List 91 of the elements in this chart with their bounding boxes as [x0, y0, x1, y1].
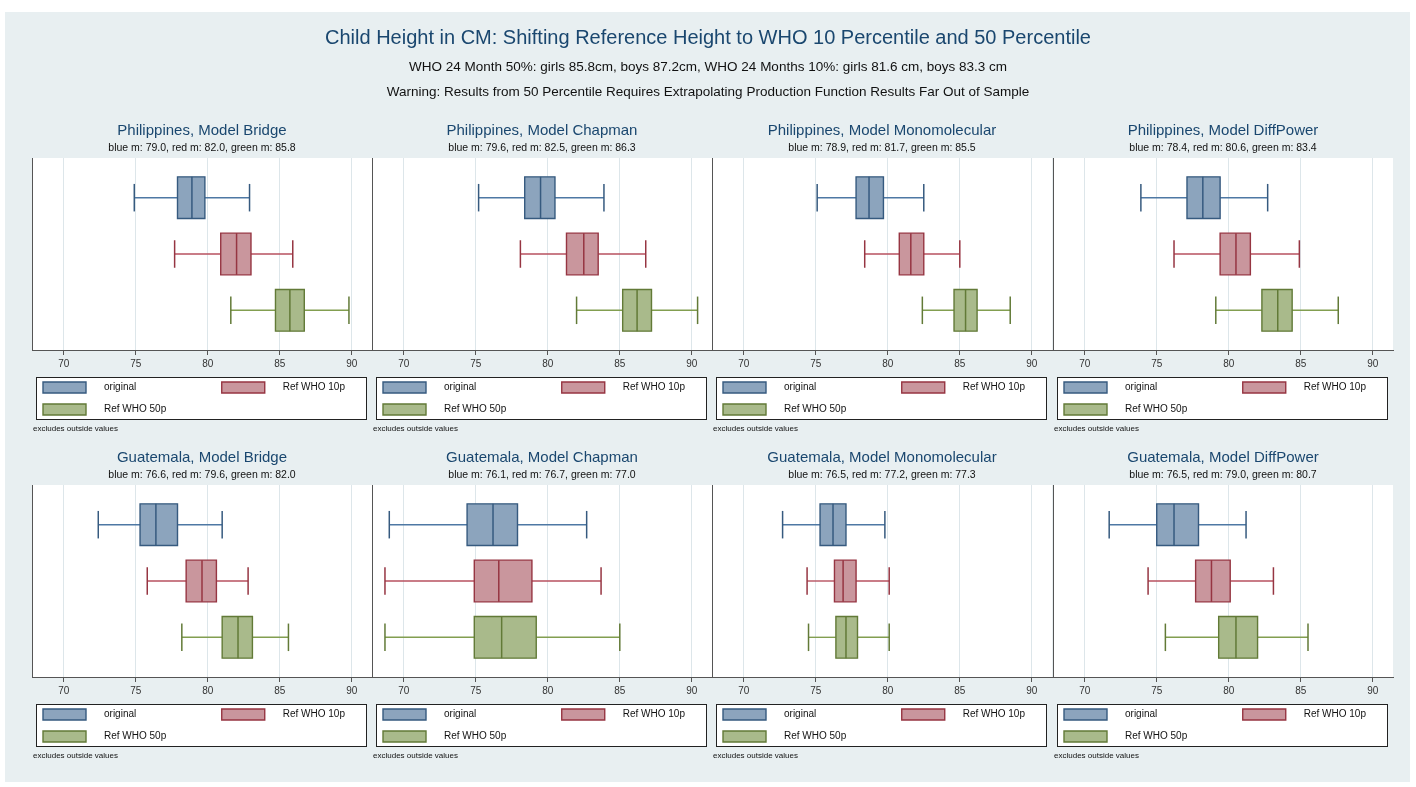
legend-label: original [444, 708, 477, 720]
legend-label: Ref WHO 10p [282, 708, 346, 720]
legend-label: original [1125, 381, 1158, 393]
x-tick-label: 85 [954, 684, 966, 696]
x-tick-label: 85 [1295, 357, 1307, 369]
x-tick-label: 75 [1151, 357, 1163, 369]
legend-label: Ref WHO 50p [444, 730, 507, 742]
text: excludes outside values [713, 424, 798, 434]
x-tick-label: 80 [882, 684, 894, 696]
x-tick-label: 90 [686, 357, 698, 369]
x-tick-label: 85 [274, 684, 286, 696]
x-tick-label: 90 [1367, 357, 1379, 369]
chart-title: Philippines, Model DiffPower [1126, 120, 1320, 140]
chart-subtitle: blue m: 76.6, red m: 79.6, green m: 82.0 [107, 468, 297, 481]
legend-label: Ref WHO 10p [1303, 381, 1367, 393]
legend-label: Ref WHO 10p [962, 708, 1026, 720]
x-tick-label: 90 [686, 684, 698, 696]
x-tick-label: 85 [614, 684, 626, 696]
legend-label: Ref WHO 10p [962, 381, 1026, 393]
x-tick-label: 70 [398, 357, 410, 369]
x-tick-label: 70 [738, 357, 750, 369]
x-tick-label: 90 [1026, 684, 1038, 696]
x-tick-label: 75 [1151, 684, 1163, 696]
x-tick-label: 80 [542, 684, 554, 696]
x-tick-label: 75 [130, 357, 142, 369]
x-tick-label: 80 [542, 357, 554, 369]
chart-subtitle: blue m: 79.0, red m: 82.0, green m: 85.8 [107, 141, 297, 154]
chart-title: Guatemala, Model Monomolecular [766, 447, 998, 467]
legend-label: Ref WHO 50p [784, 730, 847, 742]
legend-label: Ref WHO 50p [1125, 403, 1188, 415]
legend-label: original [784, 381, 817, 393]
x-tick-label: 70 [58, 684, 70, 696]
text: excludes outside values [1054, 751, 1139, 761]
legend-label: original [1125, 708, 1158, 720]
chart-subtitle: blue m: 78.4, red m: 80.6, green m: 83.4 [1128, 141, 1318, 154]
x-tick-label: 80 [1223, 357, 1235, 369]
legend-label: Ref WHO 10p [1303, 708, 1367, 720]
legend-label: original [104, 381, 137, 393]
x-tick-label: 85 [274, 357, 286, 369]
chart-title: Guatemala, Model DiffPower [1126, 447, 1320, 467]
legend-label: Ref WHO 10p [622, 381, 686, 393]
x-tick-label: 90 [346, 684, 358, 696]
chart-subtitle: blue m: 76.5, red m: 79.0, green m: 80.7 [1128, 468, 1318, 481]
x-tick-label: 85 [1295, 684, 1307, 696]
x-tick-label: 80 [202, 357, 214, 369]
chart-subtitle: blue m: 76.1, red m: 76.7, green m: 77.0 [447, 468, 637, 481]
text: excludes outside values [713, 751, 798, 761]
text: Warning: Results from 50 Percentile Requires Extrapolating Production Function Results Far Out of Sample [385, 83, 1031, 100]
x-tick-label: 70 [1079, 357, 1091, 369]
x-tick-label: 90 [1026, 357, 1038, 369]
legend-label: Ref WHO 10p [282, 381, 346, 393]
chart-title: Philippines, Model Bridge [116, 120, 288, 140]
legend-label: original [784, 708, 817, 720]
x-tick-label: 80 [882, 357, 894, 369]
x-tick-label: 70 [58, 357, 70, 369]
text: Child Height in CM: Shifting Reference Height to WHO 10 Percentile and 50 Percentile [324, 25, 1092, 50]
x-tick-label: 90 [1367, 684, 1379, 696]
chart-title: Philippines, Model Chapman [445, 120, 639, 140]
x-tick-label: 75 [810, 357, 822, 369]
chart-subtitle: blue m: 76.5, red m: 77.2, green m: 77.3 [787, 468, 977, 481]
chart-title: Philippines, Model Monomolecular [766, 120, 998, 140]
text: WHO 24 Month 50%: girls 85.8cm, boys 87.2cm, WHO 24 Months 10%: girls 81.6 cm, boys 83.3 cm [408, 58, 1008, 75]
legend-label: Ref WHO 10p [622, 708, 686, 720]
legend-label: Ref WHO 50p [104, 730, 167, 742]
text: excludes outside values [373, 751, 458, 761]
legend-label: Ref WHO 50p [1125, 730, 1188, 742]
legend-label: original [444, 381, 477, 393]
legend-label: Ref WHO 50p [784, 403, 847, 415]
x-tick-label: 80 [202, 684, 214, 696]
chart-subtitle: blue m: 78.9, red m: 81.7, green m: 85.5 [787, 141, 977, 154]
chart-title: Guatemala, Model Bridge [115, 447, 289, 467]
x-tick-label: 90 [346, 357, 358, 369]
text: excludes outside values [33, 424, 118, 434]
x-tick-label: 80 [1223, 684, 1235, 696]
x-tick-label: 85 [954, 357, 966, 369]
x-tick-label: 75 [470, 357, 482, 369]
text: excludes outside values [33, 751, 118, 761]
x-tick-label: 70 [398, 684, 410, 696]
x-tick-label: 75 [470, 684, 482, 696]
text: excludes outside values [373, 424, 458, 434]
x-tick-label: 75 [810, 684, 822, 696]
legend-label: original [104, 708, 137, 720]
legend-label: Ref WHO 50p [104, 403, 167, 415]
x-tick-label: 70 [738, 684, 750, 696]
text: excludes outside values [1054, 424, 1139, 434]
x-tick-label: 75 [130, 684, 142, 696]
legend-label: Ref WHO 50p [444, 403, 507, 415]
x-tick-label: 85 [614, 357, 626, 369]
chart-title: Guatemala, Model Chapman [445, 447, 639, 467]
x-tick-label: 70 [1079, 684, 1091, 696]
chart-subtitle: blue m: 79.6, red m: 82.5, green m: 86.3 [447, 141, 637, 154]
